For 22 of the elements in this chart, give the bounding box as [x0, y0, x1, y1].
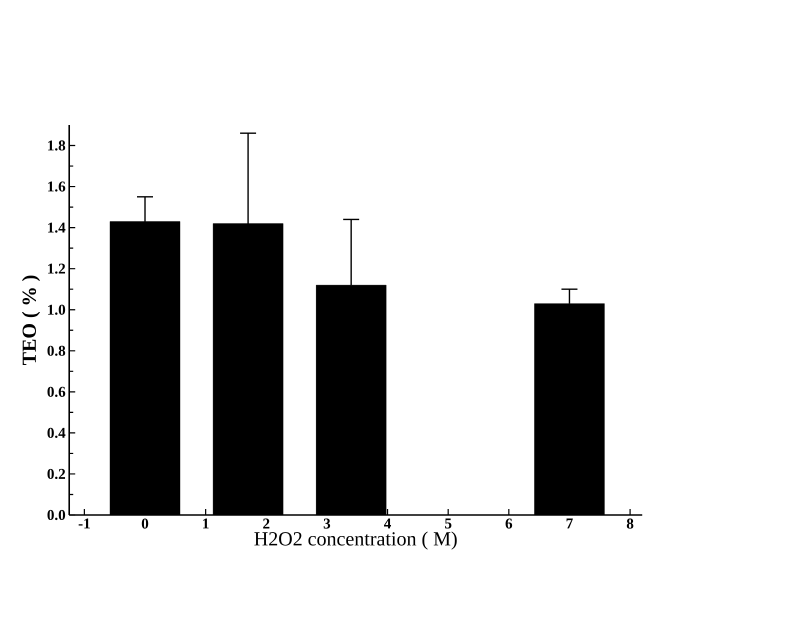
- y-tick-label: 1.4: [48, 222, 66, 233]
- x-tick-label: 5: [445, 518, 452, 528]
- y-tick-label: 0.8: [47, 346, 66, 356]
- x-tick-label: 4: [384, 518, 392, 528]
- x-tick-label: 6: [506, 518, 512, 529]
- x-axis-title: H2O2 concentration ( M): [254, 532, 457, 550]
- y-tick-label: 1.0: [48, 304, 66, 315]
- x-tick-label: 7: [566, 518, 573, 528]
- x-tick-label: 1: [203, 518, 209, 528]
- y-tick-label: 1.8: [48, 140, 66, 151]
- y-tick-label: 0.4: [47, 428, 66, 438]
- x-tick-label: 3: [324, 518, 330, 529]
- y-axis-title: TEO ( % ): [22, 276, 40, 365]
- y-tick-label: 0.2: [47, 468, 66, 480]
- x-tick-label: 0: [142, 518, 148, 529]
- y-tick-label: 0.6: [47, 386, 66, 397]
- x-tick-label: 2: [263, 518, 270, 528]
- y-tick-label: 0.0: [47, 510, 66, 520]
- y-tick-label: 1.2: [48, 264, 66, 274]
- x-tick-label: 8: [626, 518, 634, 529]
- y-tick-label: 1.6: [48, 182, 66, 192]
- x-tick-label: -1: [78, 518, 90, 528]
